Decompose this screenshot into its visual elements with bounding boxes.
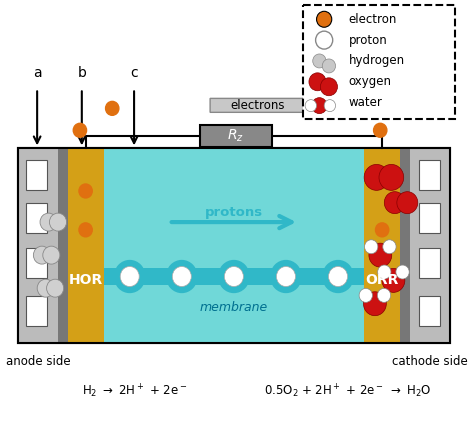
Circle shape <box>40 213 57 231</box>
Text: c: c <box>130 66 138 80</box>
Circle shape <box>120 266 139 286</box>
Text: HOR: HOR <box>68 273 103 287</box>
Circle shape <box>384 192 405 214</box>
Circle shape <box>305 100 317 112</box>
Bar <box>419 160 440 190</box>
Text: membrane: membrane <box>200 301 268 314</box>
Circle shape <box>309 73 326 91</box>
Bar <box>58 148 68 343</box>
Text: anode side: anode side <box>6 354 71 368</box>
Circle shape <box>378 265 391 279</box>
Text: water: water <box>349 96 383 109</box>
Circle shape <box>397 192 418 214</box>
Circle shape <box>382 269 405 293</box>
Circle shape <box>364 164 389 191</box>
Circle shape <box>359 288 373 302</box>
Text: electron: electron <box>349 13 397 26</box>
Bar <box>364 148 400 343</box>
FancyArrow shape <box>210 95 334 116</box>
Circle shape <box>46 279 64 297</box>
Circle shape <box>106 102 119 116</box>
Circle shape <box>115 261 145 293</box>
Circle shape <box>271 261 301 293</box>
Bar <box>26 160 46 190</box>
Text: ORR: ORR <box>365 273 399 287</box>
Circle shape <box>383 240 396 254</box>
Circle shape <box>396 265 409 279</box>
Bar <box>18 148 58 343</box>
Bar <box>410 148 450 343</box>
Circle shape <box>379 164 404 191</box>
Circle shape <box>377 288 391 302</box>
Bar <box>419 296 440 326</box>
Circle shape <box>33 246 51 264</box>
Circle shape <box>73 123 87 137</box>
Circle shape <box>316 31 333 49</box>
FancyBboxPatch shape <box>200 125 272 147</box>
Bar <box>400 148 410 343</box>
Circle shape <box>79 184 92 198</box>
Text: protons: protons <box>205 206 263 219</box>
Bar <box>104 268 364 286</box>
Text: electrons: electrons <box>230 99 285 112</box>
Circle shape <box>323 261 353 293</box>
Bar <box>18 148 450 343</box>
Bar <box>419 203 440 233</box>
Circle shape <box>79 223 92 237</box>
Text: 0.5O$_2$ + 2H$^+$ + 2e$^-$ $\rightarrow$ H$_2$O: 0.5O$_2$ + 2H$^+$ + 2e$^-$ $\rightarrow$… <box>264 382 432 400</box>
Text: hydrogen: hydrogen <box>349 54 405 68</box>
Circle shape <box>369 243 392 267</box>
Circle shape <box>172 266 191 286</box>
FancyBboxPatch shape <box>303 5 456 119</box>
Circle shape <box>166 261 197 293</box>
Circle shape <box>375 223 389 237</box>
Circle shape <box>313 54 326 68</box>
Circle shape <box>320 78 337 96</box>
Circle shape <box>219 261 249 293</box>
Bar <box>419 248 440 278</box>
Circle shape <box>322 59 336 73</box>
Circle shape <box>374 123 387 137</box>
Bar <box>26 248 46 278</box>
Circle shape <box>328 266 347 286</box>
Text: cathode side: cathode side <box>392 354 467 368</box>
Bar <box>26 296 46 326</box>
Circle shape <box>43 246 60 264</box>
Text: proton: proton <box>349 34 388 47</box>
Circle shape <box>224 266 243 286</box>
Circle shape <box>324 100 336 112</box>
Text: $R_z$: $R_z$ <box>228 128 244 144</box>
Circle shape <box>364 292 386 316</box>
Circle shape <box>276 266 295 286</box>
Circle shape <box>37 279 55 297</box>
Circle shape <box>312 98 327 114</box>
Text: a: a <box>33 66 41 80</box>
Bar <box>18 148 450 343</box>
Text: oxygen: oxygen <box>349 75 392 89</box>
Bar <box>68 148 104 343</box>
Text: H$_2$ $\rightarrow$ 2H$^+$ + 2e$^-$: H$_2$ $\rightarrow$ 2H$^+$ + 2e$^-$ <box>82 382 187 400</box>
Circle shape <box>355 103 368 117</box>
Text: b: b <box>77 66 86 80</box>
Bar <box>26 203 46 233</box>
Circle shape <box>49 213 66 231</box>
Circle shape <box>365 240 378 254</box>
Bar <box>104 148 364 343</box>
Circle shape <box>317 11 332 27</box>
